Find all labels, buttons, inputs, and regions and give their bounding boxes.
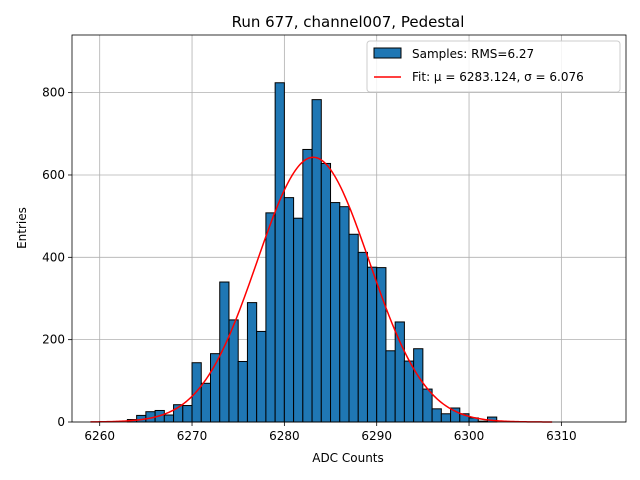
histogram-bar [403, 360, 415, 423]
histogram-bar [376, 267, 387, 423]
x-tick-label: 6260 [84, 429, 115, 443]
y-tick-label: 400 [42, 250, 65, 264]
plot-frame [71, 34, 627, 423]
y-tick-label: 800 [42, 86, 65, 100]
y-axis-ticks: 0 200 400 600 800 [42, 86, 72, 429]
legend-label-samples: Samples: RMS=6.27 [412, 47, 534, 61]
histogram-bar [422, 388, 433, 423]
histogram-bar [413, 348, 424, 423]
y-tick-label: 200 [42, 333, 65, 347]
legend: Samples: RMS=6.27 Fit: μ = 6283.124, σ =… [366, 40, 621, 93]
histogram-bar [440, 413, 452, 423]
histogram-bar [385, 350, 396, 423]
x-tick-label: 6270 [177, 429, 208, 443]
x-tick-label: 6290 [361, 429, 392, 443]
histogram-bar [302, 148, 313, 423]
histogram-bar [256, 330, 267, 423]
x-tick-label: 6280 [269, 429, 300, 443]
histogram-bar [293, 217, 304, 423]
x-tick-label: 6300 [454, 429, 485, 443]
histogram-bar [431, 408, 442, 423]
histogram-bar [182, 405, 193, 423]
histogram-bar [320, 162, 332, 423]
histogram-bar [330, 202, 341, 423]
legend-label-fit: Fit: μ = 6283.124, σ = 6.076 [412, 70, 584, 84]
histogram-bar [394, 321, 405, 423]
histogram-bar [237, 360, 248, 423]
histogram-bar [311, 99, 322, 423]
y-tick-label: 0 [57, 415, 65, 429]
y-axis-label: Entries [15, 207, 29, 249]
gaussian-fit-curve [90, 156, 553, 423]
histogram-bar [163, 414, 175, 423]
histogram-bar [339, 206, 350, 423]
x-axis-ticks: 6260 6270 6280 6290 6300 6310 [84, 422, 577, 443]
legend-box [366, 40, 621, 93]
histogram-bar [366, 266, 378, 423]
legend-histogram-patch [373, 47, 402, 59]
histogram-bar [228, 319, 239, 423]
histogram-bar [357, 251, 368, 423]
chart-title: Run 677, channel007, Pedestal [232, 13, 465, 31]
histogram-bar [246, 302, 258, 423]
histogram-bar [283, 197, 295, 423]
x-tick-label: 6310 [546, 429, 577, 443]
histogram-bar [348, 233, 359, 423]
histogram-bar [265, 212, 276, 423]
histogram-bar [274, 82, 285, 423]
histogram-bar [200, 382, 211, 423]
x-axis-label: ADC Counts [312, 451, 384, 465]
y-tick-label: 600 [42, 168, 65, 182]
